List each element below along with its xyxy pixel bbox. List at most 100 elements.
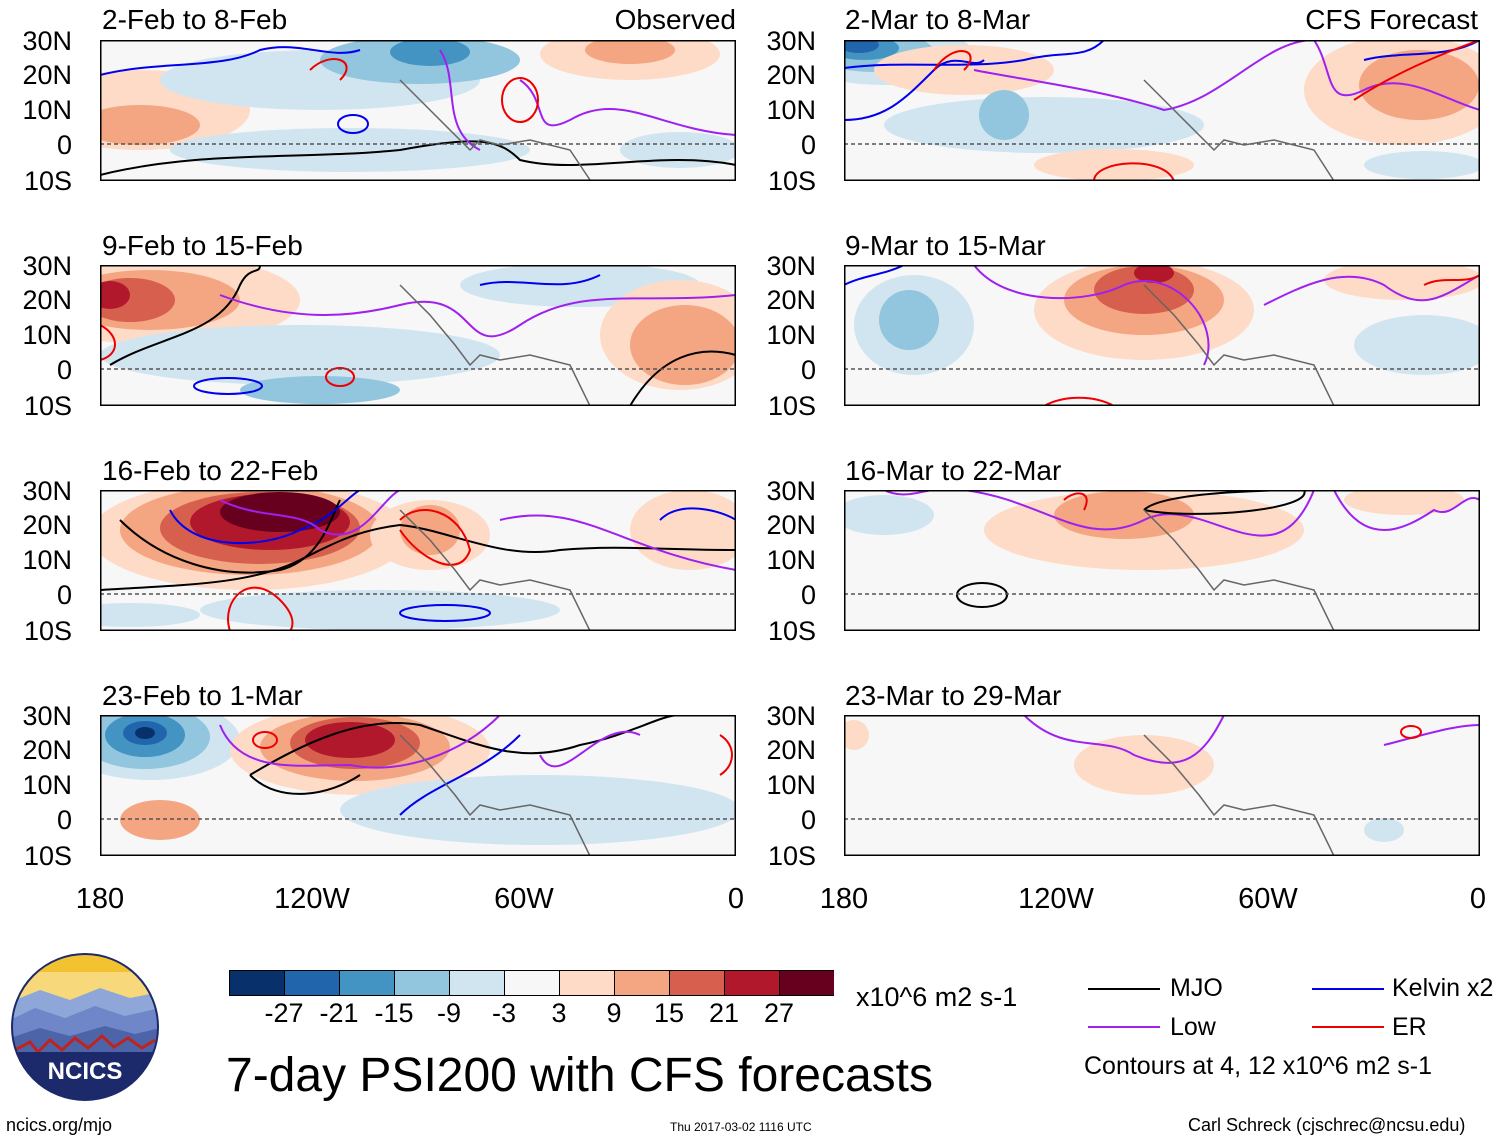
lon-label-right-180: 180	[819, 883, 869, 915]
footer-author: Carl Schreck (cjschrec@ncsu.edu)	[1188, 1115, 1466, 1135]
lon-label-left-60w: 60W	[494, 883, 554, 915]
lat-label-right-1: 20N	[766, 60, 816, 90]
lat-label-right-4: 20N	[766, 735, 816, 765]
colorbar-label: -15	[374, 998, 414, 1028]
panel-title-l1: 2-Feb to 8-Feb	[102, 4, 288, 35]
lon-label-left-120w: 120W	[274, 883, 350, 915]
lat-label-left-3: 10N	[22, 545, 72, 575]
lat-label-right-1: 10N	[766, 95, 816, 125]
colorbar-label: -27	[264, 998, 304, 1028]
lon-label-left-0: 0	[727, 883, 745, 915]
legend-line-kelvin	[1312, 988, 1384, 990]
colorbar-swatch	[779, 970, 834, 996]
panel-title-l2: 9-Feb to 15-Feb	[102, 230, 303, 261]
legend-line-low	[1088, 1026, 1160, 1028]
ncics-logo: NCICS	[11, 953, 159, 1101]
lat-label-left-2: 10N	[22, 320, 72, 350]
lat-label-right-3: 10S	[767, 616, 816, 646]
colorbar-label: -9	[436, 998, 461, 1028]
lon-label-right-60w: 60W	[1238, 883, 1298, 915]
map-panel-r4	[844, 715, 1480, 856]
colorbar-label: 27	[763, 998, 795, 1028]
lat-label-right-3: 0	[800, 580, 816, 610]
lat-label-right-2: 10S	[767, 391, 816, 421]
colorbar-swatch	[614, 970, 670, 996]
panel-label-cfs-forecast: CFS Forecast	[1305, 4, 1478, 35]
lat-label-left-2: 10S	[23, 391, 72, 421]
lat-label-left-4: 10S	[23, 841, 72, 871]
lat-label-right-3: 30N	[766, 476, 816, 506]
panel-title-l4: 23-Feb to 1-Mar	[102, 680, 303, 711]
map-panel-r2	[844, 265, 1480, 406]
legend-line-mjo	[1088, 988, 1160, 990]
lon-label-right-120w: 120W	[1018, 883, 1094, 915]
colorbar-swatch	[669, 970, 725, 996]
panel-title-r1: 2-Mar to 8-Mar	[845, 4, 1031, 35]
lon-label-left-180: 180	[75, 883, 125, 915]
colorbar-label: 3	[551, 998, 567, 1028]
lat-label-right-1: 30N	[766, 26, 816, 56]
lat-label-right-4: 10S	[767, 841, 816, 871]
lat-label-left-1: 30N	[22, 26, 72, 56]
lat-label-right-3: 10N	[766, 545, 816, 575]
lat-label-left-1: 20N	[22, 60, 72, 90]
legend-contour-note: Contours at 4, 12 x10^6 m2 s-1	[1084, 1052, 1433, 1080]
colorbar-label: -21	[319, 998, 359, 1028]
lat-label-left-2: 20N	[22, 285, 72, 315]
colorbar-swatch	[449, 970, 505, 996]
lon-label-right-0: 0	[1469, 883, 1487, 915]
lat-label-right-2: 30N	[766, 251, 816, 281]
colorbar-label: 9	[606, 998, 622, 1028]
lat-label-right-4: 30N	[766, 701, 816, 731]
legend-label-kelvin: Kelvin x2	[1392, 974, 1494, 1002]
lat-label-left-2: 0	[56, 355, 72, 385]
colorbar	[229, 970, 834, 996]
lat-label-left-3: 30N	[22, 476, 72, 506]
lat-label-right-4: 0	[800, 805, 816, 835]
legend-line-er	[1312, 1026, 1384, 1028]
colorbar-label: -3	[491, 998, 516, 1028]
panel-title-r2: 9-Mar to 15-Mar	[845, 230, 1046, 261]
lat-label-left-4: 30N	[22, 701, 72, 731]
lat-label-right-2: 20N	[766, 285, 816, 315]
lat-label-right-2: 0	[800, 355, 816, 385]
lat-label-left-3: 10S	[23, 616, 72, 646]
legend-label-er: ER	[1392, 1013, 1427, 1041]
colorbar-swatch	[339, 970, 395, 996]
lat-label-left-4: 20N	[22, 735, 72, 765]
lat-label-right-4: 10N	[766, 770, 816, 800]
lat-label-left-4: 10N	[22, 770, 72, 800]
colorbar-swatch	[724, 970, 780, 996]
colorbar-units: x10^6 m2 s-1	[856, 982, 1018, 1012]
map-panel-l1	[100, 40, 736, 181]
colorbar-swatch	[504, 970, 560, 996]
lat-label-right-2: 10N	[766, 320, 816, 350]
legend-label-mjo: MJO	[1170, 974, 1223, 1002]
footer-timestamp: Thu 2017-03-02 1116 UTC	[670, 1120, 812, 1134]
lat-label-right-1: 0	[800, 130, 816, 160]
panel-label-observed: Observed	[614, 4, 736, 35]
map-panel-l4	[100, 715, 736, 856]
lat-label-right-3: 20N	[766, 510, 816, 540]
colorbar-label: 15	[653, 998, 685, 1028]
legend-label-low: Low	[1170, 1013, 1216, 1041]
logo-text: NCICS	[48, 1058, 123, 1085]
panel-title-l3: 16-Feb to 22-Feb	[102, 455, 319, 486]
map-panel-r1	[844, 40, 1480, 181]
map-panel-r3	[844, 490, 1480, 631]
colorbar-label: 21	[708, 998, 740, 1028]
panel-title-r4: 23-Mar to 29-Mar	[845, 680, 1062, 711]
lat-label-left-3: 20N	[22, 510, 72, 540]
colorbar-swatch	[284, 970, 340, 996]
lat-label-left-3: 0	[56, 580, 72, 610]
panel-title-r3: 16-Mar to 22-Mar	[845, 455, 1062, 486]
lat-label-left-4: 0	[56, 805, 72, 835]
colorbar-swatch	[559, 970, 615, 996]
lat-label-left-1: 10S	[23, 166, 72, 196]
lat-label-left-2: 30N	[22, 251, 72, 281]
lat-label-right-1: 10S	[767, 166, 816, 196]
colorbar-swatch	[229, 970, 285, 996]
main-title: 7-day PSI200 with CFS forecasts	[226, 1049, 933, 1102]
colorbar-swatch	[394, 970, 450, 996]
lat-label-left-1: 0	[56, 130, 72, 160]
